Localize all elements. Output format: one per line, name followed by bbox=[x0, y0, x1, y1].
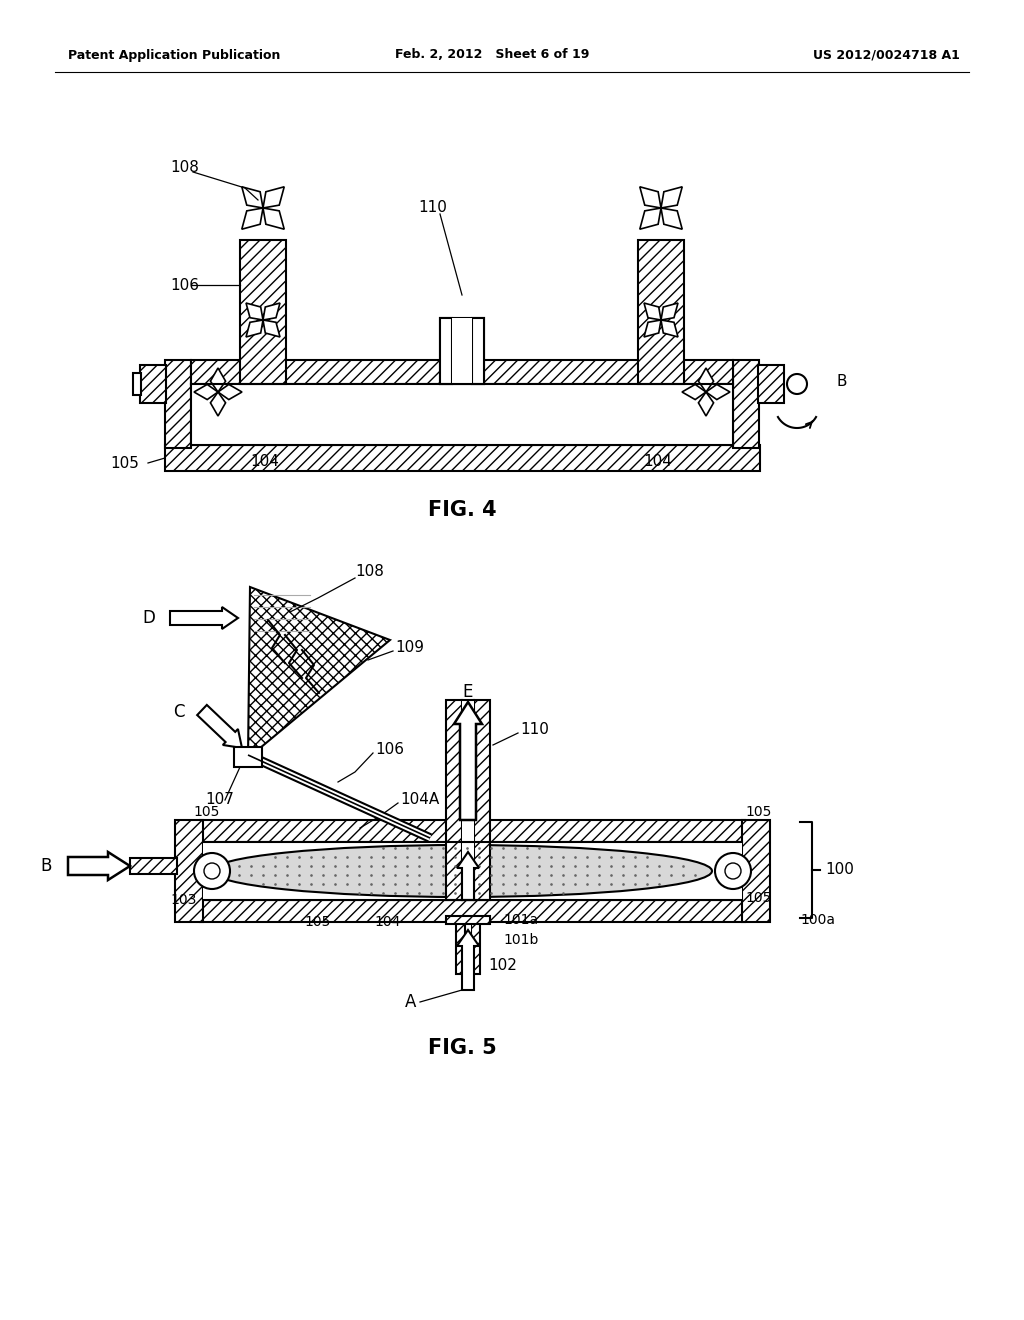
Polygon shape bbox=[242, 187, 263, 209]
Polygon shape bbox=[246, 319, 263, 337]
Bar bbox=[165, 360, 191, 447]
FancyArrow shape bbox=[170, 607, 238, 630]
Circle shape bbox=[204, 863, 220, 879]
Bar bbox=[440, 318, 484, 384]
Circle shape bbox=[715, 853, 751, 888]
Text: D: D bbox=[142, 609, 155, 627]
FancyArrow shape bbox=[454, 702, 482, 820]
FancyArrow shape bbox=[457, 931, 479, 990]
Text: 101a: 101a bbox=[503, 913, 539, 927]
Polygon shape bbox=[210, 392, 225, 416]
Polygon shape bbox=[246, 304, 263, 319]
Polygon shape bbox=[640, 187, 662, 209]
Text: B: B bbox=[41, 857, 52, 875]
Text: 102: 102 bbox=[488, 957, 517, 973]
Polygon shape bbox=[263, 319, 280, 337]
Polygon shape bbox=[698, 368, 714, 392]
Bar bbox=[191, 360, 733, 384]
Text: 107: 107 bbox=[205, 792, 233, 808]
Bar bbox=[733, 360, 759, 447]
Circle shape bbox=[194, 853, 230, 888]
Text: 100a: 100a bbox=[800, 913, 835, 927]
Polygon shape bbox=[263, 209, 285, 230]
Text: 105: 105 bbox=[745, 805, 771, 818]
Bar bbox=[133, 374, 141, 395]
Text: 103: 103 bbox=[170, 894, 197, 907]
Bar bbox=[462, 700, 474, 900]
Circle shape bbox=[725, 863, 741, 879]
Polygon shape bbox=[210, 368, 225, 392]
Polygon shape bbox=[662, 209, 682, 230]
Bar bbox=[191, 384, 733, 445]
Text: 108: 108 bbox=[170, 161, 199, 176]
Text: FIG. 4: FIG. 4 bbox=[428, 500, 497, 520]
Text: 104: 104 bbox=[643, 454, 673, 470]
Bar bbox=[471, 921, 480, 974]
Polygon shape bbox=[242, 209, 263, 230]
Text: 104: 104 bbox=[375, 915, 401, 929]
Text: 100: 100 bbox=[825, 862, 854, 878]
Polygon shape bbox=[248, 587, 390, 758]
Text: 108: 108 bbox=[355, 565, 384, 579]
Text: B: B bbox=[836, 375, 847, 389]
Text: 105: 105 bbox=[745, 891, 771, 906]
Text: C: C bbox=[173, 704, 185, 721]
Bar bbox=[200, 820, 745, 842]
Bar bbox=[446, 700, 462, 900]
Text: 109: 109 bbox=[395, 640, 424, 656]
Bar bbox=[165, 445, 760, 471]
Polygon shape bbox=[644, 304, 662, 319]
Polygon shape bbox=[640, 209, 662, 230]
Bar bbox=[200, 900, 745, 921]
Text: E: E bbox=[463, 682, 473, 701]
FancyArrow shape bbox=[68, 851, 130, 880]
Polygon shape bbox=[682, 384, 706, 400]
Text: FIG. 5: FIG. 5 bbox=[428, 1038, 497, 1059]
Text: 104A: 104A bbox=[400, 792, 439, 808]
FancyArrow shape bbox=[457, 851, 479, 900]
Polygon shape bbox=[218, 384, 242, 400]
Text: 105: 105 bbox=[194, 805, 220, 818]
Bar bbox=[203, 842, 742, 900]
Text: US 2012/0024718 A1: US 2012/0024718 A1 bbox=[813, 49, 961, 62]
Polygon shape bbox=[662, 187, 682, 209]
Bar bbox=[440, 318, 452, 384]
Text: 110: 110 bbox=[520, 722, 549, 738]
Bar bbox=[234, 747, 262, 767]
Bar bbox=[465, 921, 471, 974]
Bar bbox=[638, 240, 684, 384]
Text: 104: 104 bbox=[251, 454, 280, 470]
Text: 105: 105 bbox=[305, 915, 331, 929]
Text: A: A bbox=[404, 993, 416, 1011]
Text: 106: 106 bbox=[375, 742, 404, 758]
Text: 110: 110 bbox=[418, 201, 446, 215]
Bar bbox=[456, 921, 465, 974]
Bar bbox=[758, 366, 784, 403]
Text: Feb. 2, 2012   Sheet 6 of 19: Feb. 2, 2012 Sheet 6 of 19 bbox=[395, 49, 590, 62]
Text: 106: 106 bbox=[170, 277, 199, 293]
Bar bbox=[140, 366, 166, 403]
Bar bbox=[130, 858, 177, 874]
Text: Patent Application Publication: Patent Application Publication bbox=[68, 49, 281, 62]
Text: 105: 105 bbox=[110, 455, 139, 470]
Bar bbox=[240, 240, 286, 384]
Bar bbox=[452, 318, 472, 384]
Bar bbox=[474, 700, 490, 900]
Ellipse shape bbox=[212, 845, 712, 898]
Bar bbox=[446, 916, 490, 924]
Polygon shape bbox=[194, 384, 218, 400]
Polygon shape bbox=[644, 319, 662, 337]
Bar bbox=[742, 820, 770, 921]
Bar bbox=[472, 318, 484, 384]
Bar bbox=[175, 820, 203, 921]
Polygon shape bbox=[662, 304, 678, 319]
Polygon shape bbox=[662, 319, 678, 337]
FancyArrow shape bbox=[198, 705, 242, 748]
Circle shape bbox=[787, 374, 807, 393]
Polygon shape bbox=[698, 392, 714, 416]
Text: 101b: 101b bbox=[503, 933, 539, 946]
Polygon shape bbox=[263, 187, 285, 209]
Polygon shape bbox=[263, 304, 280, 319]
Polygon shape bbox=[706, 384, 730, 400]
